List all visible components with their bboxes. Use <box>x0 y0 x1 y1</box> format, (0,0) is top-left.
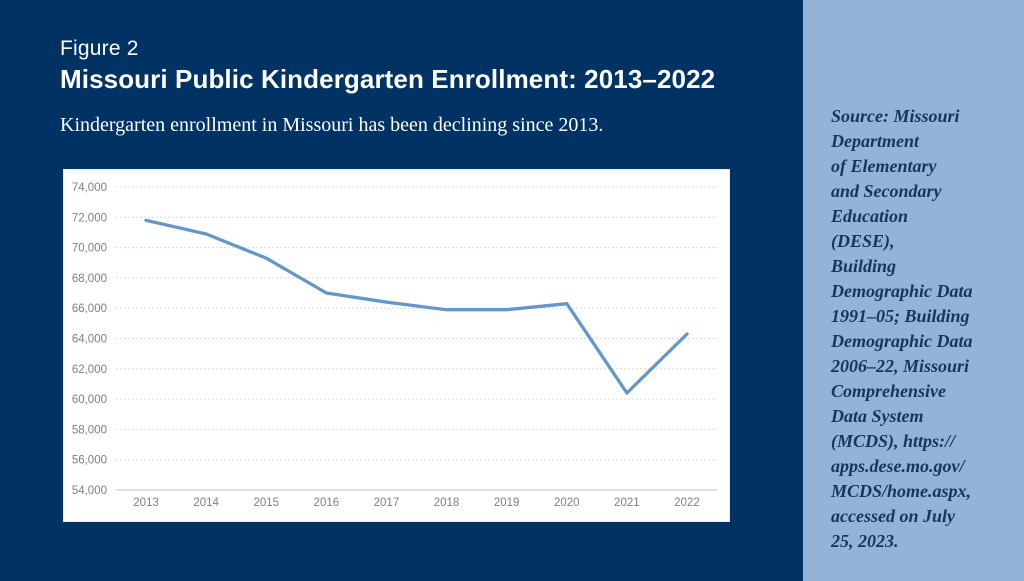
y-axis-tick-label: 70,000 <box>72 243 107 255</box>
y-axis-tick-label: 66,000 <box>72 303 107 315</box>
y-axis-tick-label: 58,000 <box>72 424 107 436</box>
source-sidebar: Source: Missouri Department of Elementar… <box>803 0 1024 581</box>
x-axis-tick-label: 2019 <box>494 497 520 509</box>
x-axis-tick-label: 2022 <box>674 497 700 509</box>
y-axis-tick-label: 68,000 <box>72 273 107 285</box>
x-axis-tick-label: 2021 <box>614 497 640 509</box>
x-axis-tick-label: 2016 <box>314 497 340 509</box>
x-axis-tick-label: 2018 <box>434 497 460 509</box>
y-axis-tick-label: 60,000 <box>72 394 107 406</box>
x-axis-tick-label: 2020 <box>554 497 580 509</box>
y-axis-tick-label: 72,000 <box>72 212 107 224</box>
y-axis-tick-label: 64,000 <box>72 334 107 346</box>
y-axis-tick-label: 54,000 <box>72 485 107 497</box>
x-axis-tick-label: 2015 <box>253 497 279 509</box>
figure-number-label: Figure 2 <box>60 37 139 60</box>
line-chart-canvas: 54,000 56,000 58,000 60,000 62,000 64,000 66,0… <box>72 182 717 509</box>
figure-subtitle: Kindergarten enrollment in Missouri has … <box>60 114 604 136</box>
x-axis-tick-label: 2013 <box>133 497 159 509</box>
source-citation: Source: Missouri Department of Elementar… <box>831 106 973 551</box>
figure-title: Missouri Public Kindergarten Enrollment:… <box>60 64 716 94</box>
x-axis-tick-label: 2014 <box>193 497 219 509</box>
enrollment-line-chart-panel: 54,000 56,000 58,000 60,000 62,000 64,000 66,0… <box>63 169 730 522</box>
y-axis-tick-label: 74,000 <box>72 182 107 194</box>
y-axis-tick-label: 62,000 <box>72 364 107 376</box>
x-axis-tick-label: 2017 <box>374 497 400 509</box>
enrollment-data-line <box>144 218 689 395</box>
y-axis-tick-label: 56,000 <box>72 455 107 467</box>
